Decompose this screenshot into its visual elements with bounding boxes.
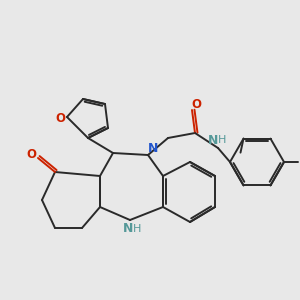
Text: O: O (191, 98, 201, 112)
Text: H: H (218, 135, 226, 145)
Text: O: O (26, 148, 36, 161)
Text: N: N (148, 142, 158, 154)
Text: N: N (208, 134, 218, 146)
Text: H: H (133, 224, 141, 234)
Text: N: N (123, 223, 133, 236)
Text: O: O (55, 112, 65, 125)
